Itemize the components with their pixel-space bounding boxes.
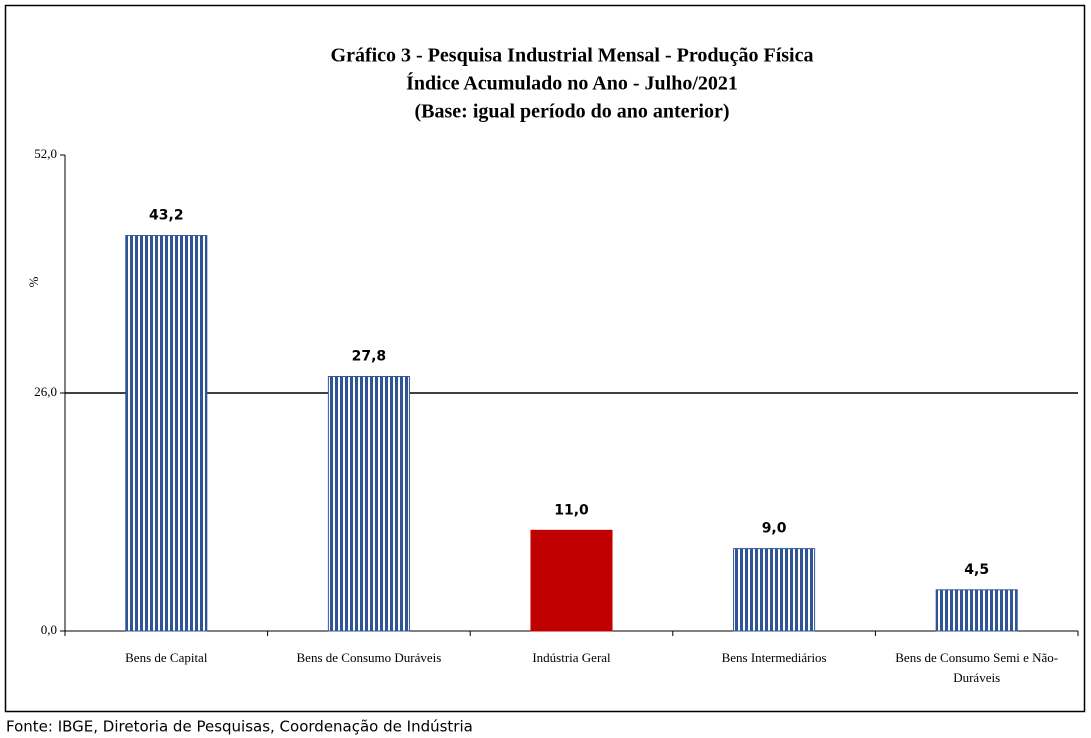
- x-tick-label: Bens Intermediários: [722, 650, 827, 665]
- value-label: 27,8: [352, 349, 387, 365]
- bar: [327, 376, 410, 632]
- x-tick-label: Bens de Capital: [125, 650, 208, 665]
- chart-title: (Base: igual período do ano anterior): [415, 101, 730, 123]
- value-label: 11,0: [554, 502, 589, 518]
- value-label: 4,5: [964, 562, 989, 578]
- y-tick-label: 52,0: [34, 146, 57, 161]
- y-tick-label: 26,0: [34, 384, 57, 399]
- y-axis-label: %: [26, 276, 41, 287]
- chart-title: Índice Acumulado no Ano - Julho/2021: [406, 72, 738, 95]
- chart-title: Gráfico 3 - Pesquisa Industrial Mensal -…: [331, 45, 814, 67]
- x-tick-label: Indústria Geral: [532, 650, 611, 665]
- value-label: 43,2: [149, 208, 184, 224]
- bar: [733, 548, 816, 632]
- bar: [935, 589, 1018, 632]
- y-tick-label: 0,0: [41, 622, 57, 637]
- x-tick-label: Bens de Consumo Duráveis: [297, 650, 442, 665]
- bar: [530, 529, 613, 632]
- x-tick-label: Bens de Consumo Semi e Não-Duráveis: [895, 650, 1058, 685]
- value-label: 9,0: [762, 521, 787, 537]
- bar: [125, 235, 208, 632]
- source-note: Fonte: IBGE, Diretoria de Pesquisas, Coo…: [6, 718, 473, 736]
